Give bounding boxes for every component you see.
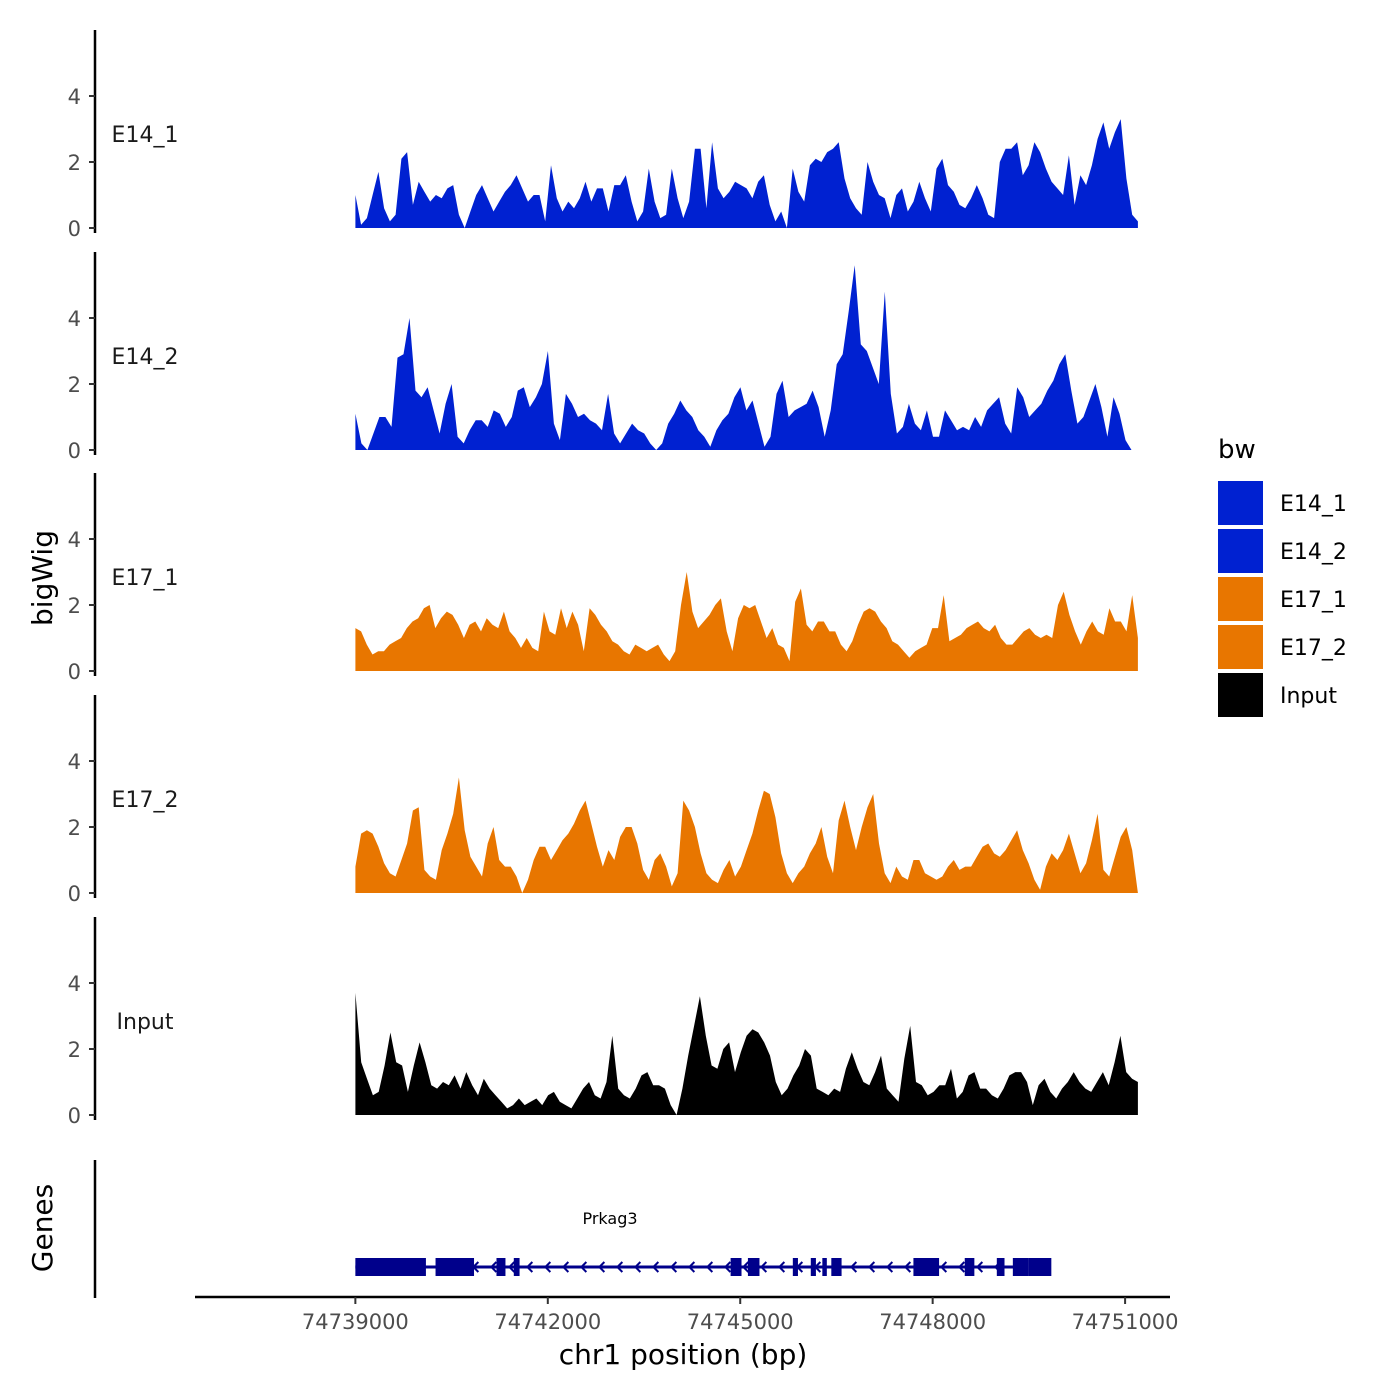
y-tick-label: 4 — [68, 307, 81, 331]
strand-arrow — [633, 1261, 642, 1273]
strand-arrow — [903, 1261, 912, 1273]
y-tick-label: 0 — [68, 660, 81, 684]
strand-arrow — [939, 1261, 948, 1273]
y-tick-label: 4 — [68, 528, 81, 552]
strand-arrow — [705, 1261, 714, 1273]
track-label: E14_2 — [112, 345, 179, 370]
strand-arrow — [777, 1261, 786, 1273]
signal-area-e17-1 — [355, 572, 1138, 671]
track-label: E17_1 — [112, 566, 179, 591]
strand-arrow — [723, 1261, 732, 1273]
signal-tracks: 0 2 4 E14_1 0 2 4 E14_2 0 2 4 E17_1 0 2 4 E17_2 0 2 4 Input — [68, 30, 1138, 1128]
gene-exon — [496, 1258, 506, 1276]
gene-exon — [964, 1258, 975, 1276]
genes-axis-title: Genes — [26, 1184, 59, 1272]
gene-exon — [513, 1258, 520, 1276]
gene-exon — [810, 1258, 816, 1276]
signal-area-e14-2 — [355, 265, 1132, 450]
strand-arrow — [669, 1261, 678, 1273]
gene-exon — [822, 1258, 827, 1276]
legend-key-e14-2 — [1218, 529, 1263, 573]
gene-exon — [747, 1258, 755, 1276]
track-e14-1: 0 2 4 E14_1 — [68, 30, 1138, 241]
y-tick-label: 2 — [68, 594, 81, 618]
legend-title: bw — [1218, 435, 1256, 465]
gene-name-label: Prkag3 — [582, 1209, 637, 1228]
signal-area-input — [355, 992, 1138, 1115]
y-tick-label: 0 — [68, 1104, 81, 1128]
x-axis: 74739000 74742000 74745000 74748000 74751000 — [195, 1295, 1179, 1334]
x-tick-label: 74742000 — [494, 1310, 601, 1334]
strand-arrow — [849, 1261, 858, 1273]
y-tick-label: 2 — [68, 151, 81, 175]
legend-key-e14-1 — [1218, 481, 1263, 525]
gene-track: Prkag3 — [93, 1160, 1052, 1298]
strand-arrow — [885, 1261, 894, 1273]
strand-arrow — [867, 1261, 876, 1273]
x-tick-label: 74748000 — [879, 1310, 986, 1334]
legend-label: E17_2 — [1280, 636, 1347, 661]
gene-exon — [730, 1258, 742, 1276]
legend-label: E17_1 — [1280, 588, 1347, 613]
legend-key-e17-2 — [1218, 625, 1263, 669]
strand-arrow — [615, 1261, 624, 1273]
legend-label: Input — [1280, 684, 1337, 709]
y-tick-label: 2 — [68, 816, 81, 840]
track-e17-2: 0 2 4 E17_2 — [68, 695, 1138, 906]
gene-exon — [913, 1258, 940, 1276]
x-axis-title: chr1 position (bp) — [559, 1338, 808, 1371]
x-tick-label: 74745000 — [687, 1310, 794, 1334]
gene-exon — [753, 1258, 760, 1276]
track-label: Input — [117, 1010, 174, 1035]
strand-arrow — [543, 1261, 552, 1273]
strand-arrow — [525, 1261, 534, 1273]
strand-arrow — [507, 1261, 516, 1273]
track-e14-2: 0 2 4 E14_2 — [68, 252, 1132, 463]
y-tick-label: 0 — [68, 882, 81, 906]
gene-exon — [355, 1258, 426, 1276]
legend-key-e17-1 — [1218, 577, 1263, 621]
strand-arrow — [579, 1261, 588, 1273]
strand-arrow — [597, 1261, 606, 1273]
gene-exon — [996, 1258, 1005, 1276]
x-tick-label: 74751000 — [1072, 1310, 1179, 1334]
y-tick-label: 4 — [68, 750, 81, 774]
strand-arrow — [651, 1261, 660, 1273]
strand-arrow — [489, 1261, 498, 1273]
legend-key-input — [1218, 673, 1263, 717]
signal-area-e17-2 — [355, 777, 1138, 893]
legend: bw E14_1 E14_2 E17_1 E17_2 Input — [1218, 435, 1347, 717]
track-label: E17_2 — [112, 788, 179, 813]
legend-label: E14_1 — [1280, 492, 1347, 517]
gene-exon — [1028, 1258, 1052, 1276]
strand-arrow — [741, 1261, 750, 1273]
y-tick-label: 4 — [68, 85, 81, 109]
strand-arrow — [759, 1261, 768, 1273]
track-e17-1: 0 2 4 E17_1 — [68, 473, 1138, 684]
strand-arrow — [975, 1261, 984, 1273]
gene-exon — [435, 1258, 475, 1276]
x-tick-label: 74739000 — [302, 1310, 409, 1334]
strand-arrow — [687, 1261, 696, 1273]
y-tick-label: 2 — [68, 373, 81, 397]
track-label: E14_1 — [112, 123, 179, 148]
y-axis-title: bigWig — [26, 530, 59, 626]
y-tick-label: 4 — [68, 972, 81, 996]
gene-exon — [831, 1258, 842, 1276]
gene-exon — [792, 1258, 798, 1276]
y-tick-label: 0 — [68, 439, 81, 463]
gene-exon — [1012, 1258, 1029, 1276]
y-tick-label: 0 — [68, 217, 81, 241]
legend-label: E14_2 — [1280, 540, 1347, 565]
track-input: 0 2 4 Input — [68, 917, 1138, 1128]
y-tick-label: 2 — [68, 1038, 81, 1062]
signal-area-e14-1 — [355, 119, 1138, 228]
strand-arrow — [957, 1261, 966, 1273]
strand-arrow — [561, 1261, 570, 1273]
